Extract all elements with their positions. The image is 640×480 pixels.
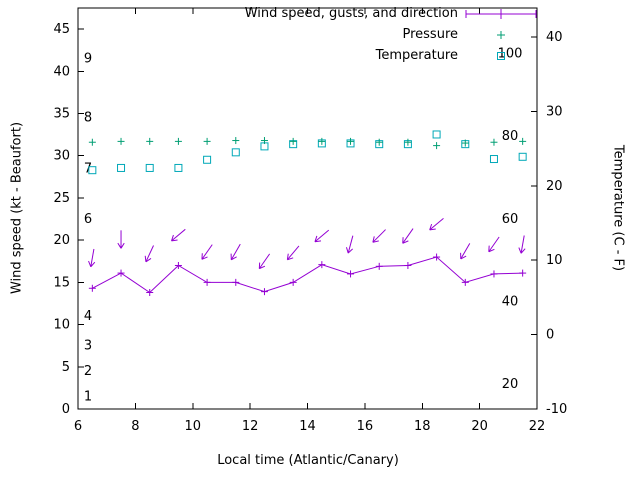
pressure-plus-legend-icon [465,29,537,41]
wind-errorbar-legend-icon [465,8,537,20]
wind-direction-arrow [88,248,96,268]
fahrenheit-label: 20 [502,377,519,392]
wind-direction-arrow [429,217,444,231]
x-tick-label: 16 [357,419,374,434]
legend-item-pressure: Pressure [245,24,537,45]
y-left-tick-label: 10 [53,318,70,333]
y-right-tick-label: 20 [546,179,563,194]
y-left-tick-label: 30 [53,149,70,164]
temperature-point [432,130,441,139]
tick-labels: 6 8 10 12 14 16 18 20 22051015202530354045-10010… [53,22,567,434]
beaufort-label: 4 [84,309,92,324]
wind-direction-arrow [117,230,125,249]
wind-speed-series [88,253,527,296]
temperature-square-legend-icon [465,50,537,62]
temperature-point [518,152,527,161]
beaufort-label: 3 [84,339,92,354]
plot-axes [77,7,538,410]
beaufort-label: 8 [84,111,92,126]
y-left-tick-label: 35 [53,107,70,122]
wind-direction-arrow [345,235,354,254]
y-right-tick-label: 0 [546,328,554,343]
temperature-point [174,163,183,172]
wind-direction-arrow [230,243,241,261]
y-axis-title-left: Wind speed (kt - Beaufort) [9,121,25,295]
legend-label-pressure: Pressure [402,27,458,42]
wind-direction-arrow [314,229,330,243]
y-right-tick-label: -10 [546,402,567,417]
y-right-tick-label: 30 [546,104,563,119]
fahrenheit-scale-labels: 20 40 60 80 100 [498,47,523,393]
beaufort-label: 9 [84,52,92,67]
temperature-point [231,148,240,157]
x-tick-label: 8 [131,419,139,434]
fahrenheit-label: 80 [502,129,519,144]
wind-direction-arrow [402,228,414,244]
x-tick-label: 14 [299,419,316,434]
x-tick-label: 10 [184,419,201,434]
legend-label-temperature: Temperature [375,48,458,63]
wind-direction-arrow [258,253,271,270]
pressure-series [88,137,527,150]
wind-direction-arrow [201,244,213,260]
wind-direction-arrow [372,229,386,243]
wind-direction-arrow [488,236,500,253]
y-left-tick-label: 0 [62,402,70,417]
y-axis-title-right: Temperature (C - F) [610,144,626,272]
x-tick-label: 20 [471,419,488,434]
wind-direction-arrow [286,245,300,261]
x-tick-label: 12 [242,419,259,434]
temperature-point [489,155,498,164]
beaufort-label: 6 [84,212,92,227]
temperature-point [117,163,126,172]
beaufort-label: 2 [84,364,92,379]
temperature-series [88,130,527,175]
y-left-tick-label: 5 [62,360,70,375]
chart-legend: Wind speed, gusts, and direction Pressur… [245,3,537,66]
wind-direction-arrow [460,243,471,260]
y-left-tick-label: 40 [53,64,70,79]
legend-label-wind: Wind speed, gusts, and direction [244,6,458,21]
temperature-point [88,166,97,175]
plot-border [77,7,538,410]
legend-item-wind: Wind speed, gusts, and direction [245,3,537,24]
beaufort-scale-labels: 1 2 3 4 6 7 8 9 [84,52,92,405]
x-tick-label: 22 [529,419,546,434]
wind-direction-arrow [171,228,186,242]
y-left-tick-label: 15 [53,275,70,290]
fahrenheit-label: 40 [502,295,519,310]
x-tick-label: 6 [74,419,82,434]
wind-speed-line [92,256,523,294]
y-left-tick-label: 20 [53,233,70,248]
wind-direction-arrow [144,245,154,263]
temperature-point [145,163,154,172]
y-right-tick-label: 10 [546,253,563,268]
y-left-tick-label: 45 [53,22,70,37]
legend-item-temperature: Temperature [245,45,537,66]
beaufort-label: 1 [84,389,92,404]
fahrenheit-label: 60 [502,212,519,227]
y-left-tick-label: 25 [53,191,70,206]
x-tick-label: 18 [414,419,431,434]
y-right-tick-label: 40 [546,30,563,45]
x-axis-title: Local time (Atlantic/Canary) [217,453,399,468]
wind-direction-arrows [88,217,526,270]
fahrenheit-label: 100 [498,47,523,62]
beaufort-label: 7 [84,161,92,176]
temperature-point [203,155,212,164]
wind-direction-arrow [518,235,526,254]
